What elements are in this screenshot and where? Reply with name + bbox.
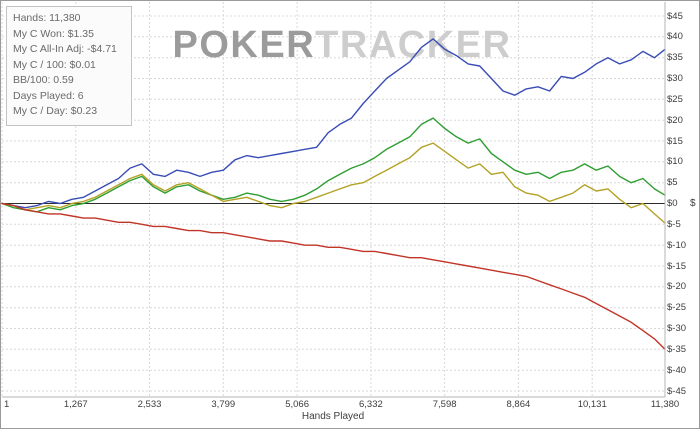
x-axis-title: Hands Played [301, 411, 365, 422]
x-tick-label: 5,066 [285, 399, 309, 410]
y-tick-label: $-20 [667, 281, 687, 293]
y-tick-label: $-25 [667, 302, 687, 314]
y-tick-label: $35 [667, 52, 683, 64]
y-tick-label: $-30 [667, 323, 687, 334]
y-tick-label: $-45 [667, 385, 687, 397]
y-tick-label: $20 [667, 114, 683, 126]
series-yellow-line [1, 142, 666, 224]
y-tick-label: $5 [667, 177, 678, 189]
series-blue-line [1, 38, 666, 209]
stats-panel: Hands: 11,380 My C Won: $1.35 My C All-I… [6, 6, 132, 126]
y-tick-label: $-15 [667, 260, 687, 272]
y-tick-label: $40 [667, 31, 683, 43]
x-tick-label: 8,864 [506, 399, 531, 410]
series-green-line [1, 117, 666, 213]
stat-hands: Hands: 11,380 [13, 12, 81, 24]
y-tick-label: $-40 [667, 364, 687, 376]
stat-days-played: Days Played: 6 [13, 89, 84, 102]
y-tick-label: $-35 [667, 343, 687, 355]
y-tick-label: $-5 [667, 218, 681, 230]
stat-c-per-day: My C / Day: $0.23 [13, 105, 98, 117]
y-tick-label: $-10 [667, 239, 687, 251]
x-tick-label: 11,380 [650, 399, 680, 410]
y-tick-label: $10 [667, 156, 683, 168]
y-tick-label: $45 [667, 10, 683, 22]
x-tick-label: 1,267 [63, 399, 88, 410]
stat-all-in-adj: My C All-In Adj: -$4.71 [13, 43, 117, 55]
x-tick-label: 1 [4, 399, 10, 410]
y-tick-label: $15 [667, 135, 683, 147]
stat-bb-per-100: BB/100: 0.59 [13, 74, 74, 86]
y-tick-label: $30 [667, 73, 683, 84]
y-tick-label: $0 [667, 198, 678, 209]
x-tick-label: 10,131 [577, 399, 607, 410]
stat-my-c-won: My C Won: $1.35 [13, 27, 94, 40]
pokertracker-watermark: POKERTRACKER [173, 24, 512, 66]
x-tick-label: 6,332 [358, 399, 383, 410]
series-red-line [1, 202, 666, 350]
y-axis-title: $ [690, 198, 696, 209]
x-tick-label: 7,598 [432, 399, 457, 410]
x-tick-label: 2,533 [137, 399, 162, 410]
stat-c-per-100: My C / 100: $0.01 [13, 58, 96, 71]
x-tick-label: 3,799 [211, 399, 236, 410]
y-tick-label: $25 [667, 93, 683, 105]
